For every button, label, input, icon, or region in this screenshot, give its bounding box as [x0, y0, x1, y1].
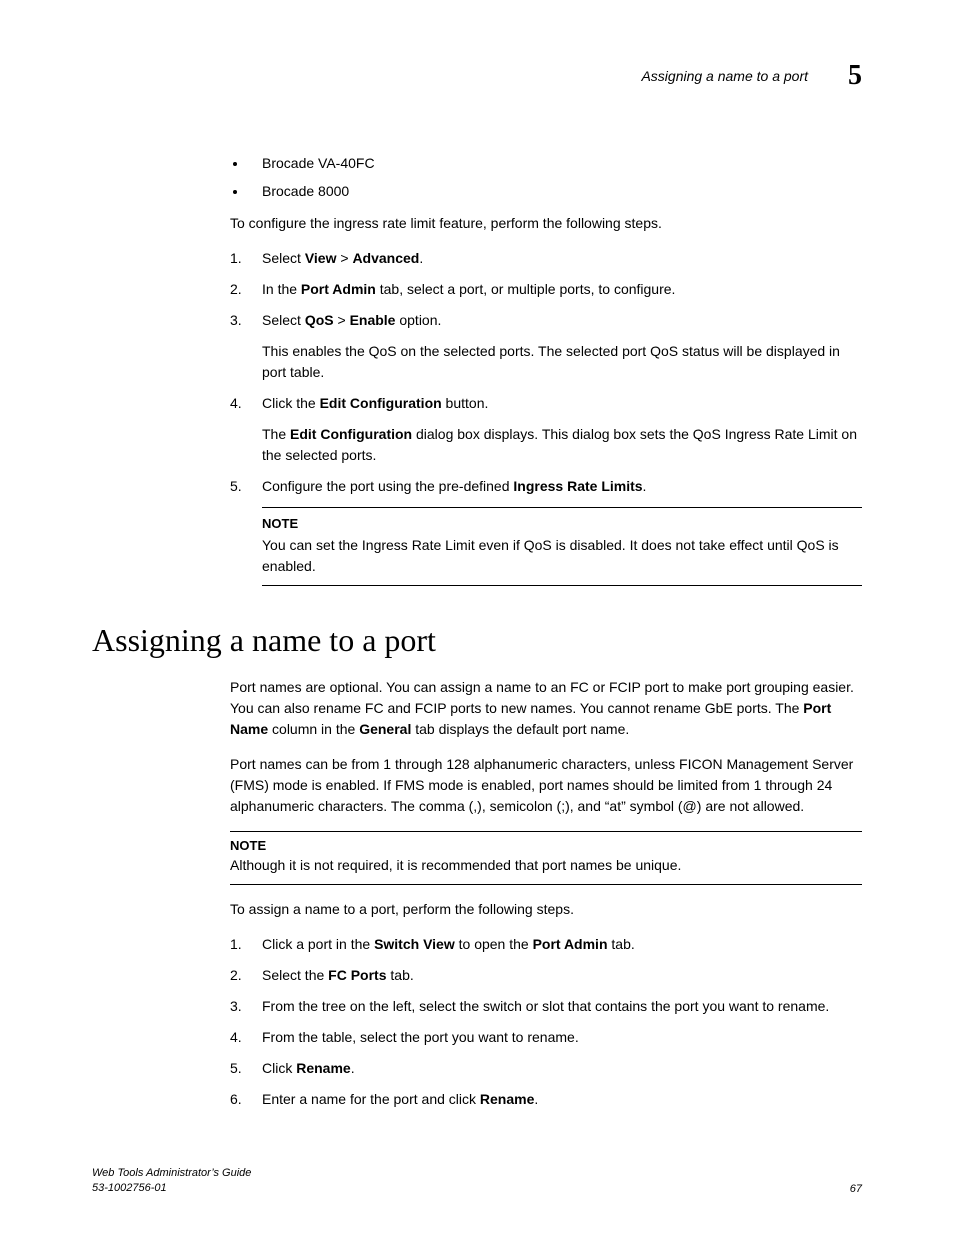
- note-body: You can set the Ingress Rate Limit even …: [262, 535, 862, 577]
- step: Enter a name for the port and click Rena…: [230, 1089, 862, 1110]
- procedure-steps-1: Select View > Advanced. In the Port Admi…: [230, 248, 862, 587]
- paragraph: Port names are optional. You can assign …: [230, 677, 862, 740]
- note-box: NOTE Although it is not required, it is …: [230, 831, 862, 885]
- step: From the tree on the left, select the sw…: [230, 996, 862, 1017]
- intro-text: To assign a name to a port, perform the …: [230, 899, 862, 920]
- paragraph: Port names can be from 1 through 128 alp…: [230, 754, 862, 817]
- list-item: Brocade VA-40FC: [248, 152, 862, 174]
- content-block-1: Brocade VA-40FC Brocade 8000 To configur…: [230, 152, 862, 586]
- step-sub: This enables the QoS on the selected por…: [262, 341, 862, 383]
- page-footer: Web Tools Administrator’s Guide 53-10027…: [92, 1166, 862, 1195]
- step: Click Rename.: [230, 1058, 862, 1079]
- list-item: Brocade 8000: [248, 180, 862, 202]
- running-header: Assigning a name to a port 5: [92, 60, 862, 92]
- step: Configure the port using the pre-defined…: [230, 476, 862, 587]
- note-box: NOTE You can set the Ingress Rate Limit …: [262, 507, 862, 587]
- running-title: Assigning a name to a port: [641, 68, 808, 84]
- doc-number: 53-1002756-01: [92, 1181, 251, 1195]
- doc-title: Web Tools Administrator’s Guide: [92, 1166, 251, 1180]
- step: In the Port Admin tab, select a port, or…: [230, 279, 862, 300]
- note-label: NOTE: [262, 514, 862, 534]
- intro-text: To configure the ingress rate limit feat…: [230, 213, 862, 234]
- step: Select the FC Ports tab.: [230, 965, 862, 986]
- step: Select View > Advanced.: [230, 248, 862, 269]
- content-block-2: Port names are optional. You can assign …: [230, 677, 862, 1110]
- page: Assigning a name to a port 5 Brocade VA-…: [0, 0, 954, 1235]
- step: From the table, select the port you want…: [230, 1027, 862, 1048]
- page-number: 67: [850, 1183, 862, 1195]
- footer-left: Web Tools Administrator’s Guide 53-10027…: [92, 1166, 251, 1195]
- step: Click the Edit Configuration button. The…: [230, 393, 862, 466]
- step: Select QoS > Enable option. This enables…: [230, 310, 862, 383]
- chapter-number: 5: [848, 60, 862, 92]
- procedure-steps-2: Click a port in the Switch View to open …: [230, 934, 862, 1110]
- section-heading: Assigning a name to a port: [92, 622, 862, 659]
- step-sub: The Edit Configuration dialog box displa…: [262, 424, 862, 466]
- note-body: Although it is not required, it is recom…: [230, 855, 862, 876]
- note-label: NOTE: [230, 838, 862, 853]
- device-list: Brocade VA-40FC Brocade 8000: [230, 152, 862, 203]
- step: Click a port in the Switch View to open …: [230, 934, 862, 955]
